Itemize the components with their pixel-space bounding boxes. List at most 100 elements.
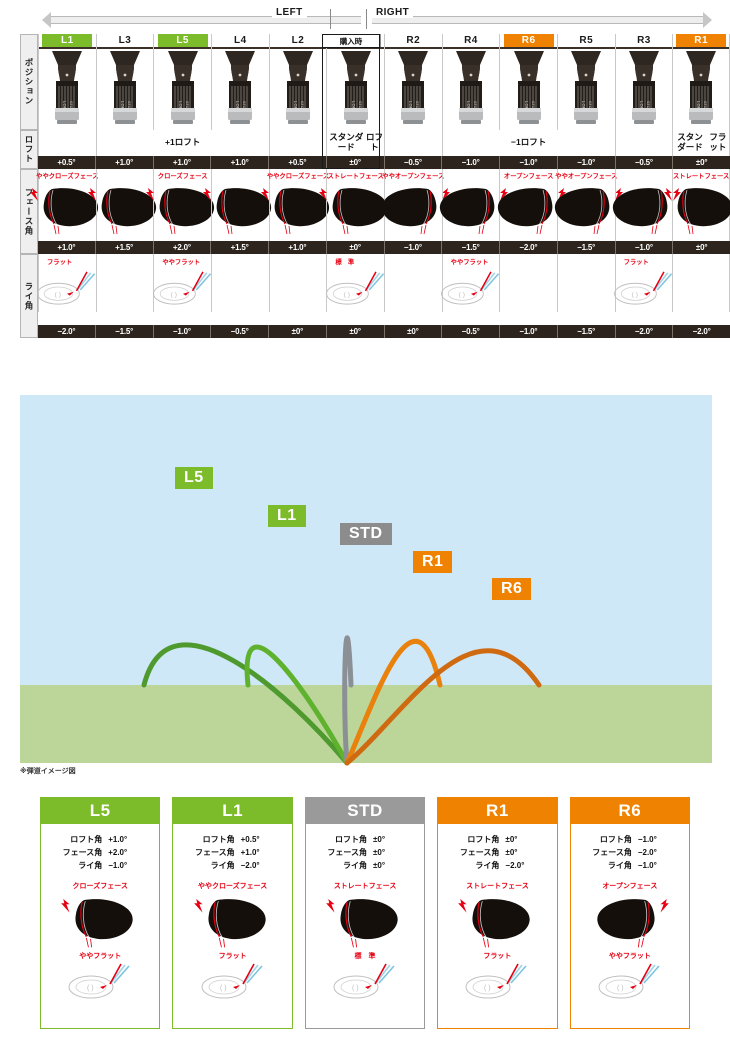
position-column-r6[interactable]: R6 LOFT STD (499, 34, 557, 130)
spec-value: +1.0° (108, 835, 128, 844)
loft-band-0 (38, 130, 96, 156)
trajectory-caption: ※弾道イメージ図 (20, 768, 76, 775)
svg-text:LOFT: LOFT (639, 101, 644, 113)
lie-cell-r6 (499, 254, 557, 312)
spec-row: ライ角 −1.0° (571, 859, 689, 872)
right-arrow-icon (703, 12, 712, 28)
lie-cell-l5: ややフラット ( ) (152, 254, 211, 312)
svg-text:STD: STD (473, 101, 477, 109)
club-hosel-icon: LOFT STD (455, 51, 486, 124)
svg-text:STD: STD (185, 101, 189, 109)
lie-angle-row: フラット ( ) ややフラット ( ) 標 準 ( ) ややフラット (37, 254, 730, 312)
face-cell-r6: オープンフェース (497, 169, 566, 241)
face-value-l1: +1.0° (38, 241, 96, 254)
card-face-graphic (306, 891, 424, 949)
face-value-r2: −1.0° (385, 241, 443, 254)
svg-text:STD: STD (300, 101, 304, 109)
summary-card-std[interactable]: STD ロフト角 ±0° フェース角 ±0° ライ角 ±0° ストレートフェース 標 準 ( … (304, 797, 426, 1029)
lie-value-r3: −2.0° (616, 325, 674, 338)
face-value-l2: +1.0° (269, 241, 327, 254)
svg-text:STD: STD (69, 101, 73, 109)
svg-text:STD: STD (358, 101, 362, 109)
lie-value-l1: −2.0° (38, 325, 96, 338)
trajectory-label-l1: L1 (268, 505, 306, 527)
position-column-r5[interactable]: R5 LOFT STD (557, 34, 615, 130)
driver-head-icon (30, 188, 99, 235)
position-column-r3[interactable]: R3 LOFT STD (614, 34, 673, 130)
position-column-l2[interactable]: L2 LOFT STD (268, 34, 327, 130)
face-cell-r4 (439, 169, 508, 241)
row-label-loft: ロフト (20, 130, 38, 169)
driver-head-icon (612, 188, 681, 235)
face-label-std: ストレートフェース (327, 173, 384, 180)
driver-head-icon (382, 188, 451, 235)
spec-row: フェース角 −2.0° (571, 846, 689, 859)
summary-card-l5[interactable]: L5 ロフト角 +1.0° フェース角 +2.0° ライ角 −1.0° クローズフェース やや… (40, 797, 161, 1029)
club-hosel-icon: LOFT STD (167, 51, 198, 124)
face-graphic (201, 181, 279, 235)
lie-cell-r4: ややフラット ( ) (441, 254, 500, 312)
position-badge-r3: R3 (637, 35, 651, 46)
position-column-r1[interactable]: R1 LOFT STD (672, 34, 730, 130)
arc-l5 (141, 642, 350, 766)
position-column-l4[interactable]: L4 LOFT STD (211, 34, 269, 130)
loft-value-r5: −1.0° (558, 156, 616, 169)
lie-cell-r2 (384, 254, 442, 312)
header-divider-right (366, 9, 367, 29)
svg-text:LOFT: LOFT (408, 101, 413, 113)
face-graphic (144, 181, 222, 235)
loft-band-4 (384, 130, 442, 156)
loft-value-r4: −1.0° (442, 156, 500, 169)
position-badge-r2: R2 (406, 35, 421, 46)
lie-cell-r1 (672, 254, 730, 312)
club-graphic: LOFT STD (508, 51, 550, 127)
spec-row: ライ角 −2.0° (173, 859, 291, 872)
loft-value-l2: +0.5° (269, 156, 327, 169)
svg-text:STD: STD (127, 101, 131, 109)
face-value-r1: ±0° (695, 243, 708, 252)
summary-card-r1[interactable]: R1 ロフト角 ±0° フェース角 ±0° ライ角 −2.0° ストレートフェース フラット … (437, 797, 558, 1029)
club-sole-lie-icon: ( ) (325, 271, 384, 305)
club-sole-lie-icon: ( ) (441, 271, 500, 305)
position-badge-r5: R5 (579, 35, 594, 46)
position-badge-l5: L5 (157, 34, 208, 47)
trajectory-label-r6: R6 (492, 578, 532, 600)
position-column-l1[interactable]: L1 LOFT STD (38, 34, 96, 130)
position-column-l3[interactable]: L3 LOFT STD (95, 34, 154, 130)
card-lie-graphic: ( ) (306, 961, 424, 1011)
position-row: L1 LOFT STD L3 (38, 34, 730, 130)
loft-value-l4: +1.0° (211, 156, 269, 169)
badge-underline (212, 47, 269, 49)
spec-value: ±0° (373, 835, 386, 844)
loft-values-strip: +0.5° +1.0° +1.0° +1.0° +0.5° ±0° −0.5° −1.0° −1… (38, 156, 730, 169)
summary-card-l1[interactable]: L1 ロフト角 +0.5° フェース角 +1.0° ライ角 −2.0° ややクローズフェース … (172, 797, 293, 1029)
lie-value-l4: −0.5° (211, 325, 269, 338)
face-value-r5: −1.5° (558, 241, 616, 254)
lie-graphic: ( ) (609, 269, 679, 307)
loft-band-2 (268, 130, 327, 156)
club-hosel-icon: LOFT STD (686, 51, 717, 124)
lie-value-std: ±0° (327, 325, 385, 338)
lie-value-l5: −1.0° (154, 325, 212, 338)
card-title-std: STD (305, 798, 425, 824)
club-sole-lie-icon: ( ) (152, 271, 211, 305)
card-lie-label: ややフラット (608, 952, 651, 960)
card-face-label: ストレートフェース (333, 882, 397, 890)
position-column-r2[interactable]: R2 LOFT STD (384, 34, 442, 130)
club-sole-lie-icon: ( ) (598, 963, 660, 999)
summary-card-r6[interactable]: R6 ロフト角 −1.0° フェース角 −2.0° ライ角 −1.0° オープンフェース やや… (569, 797, 691, 1029)
card-face-label: ストレートフェース (466, 882, 529, 890)
face-value-std: ±0° (327, 241, 385, 254)
lie-cell-r5 (557, 254, 615, 312)
trajectory-label-r1: R1 (413, 551, 453, 573)
club-hosel-icon: LOFT STD (398, 51, 429, 124)
position-column-r4[interactable]: R4 LOFT STD (441, 34, 500, 130)
card-face-label: クローズフェース (72, 882, 128, 890)
driver-head-icon (497, 188, 566, 235)
position-column-l5[interactable]: L5 LOFT STD (153, 34, 211, 130)
face-label-l2: ややクローズフェース (266, 173, 330, 180)
card-face-graphic (571, 891, 689, 949)
card-title-r6: R6 (570, 798, 690, 824)
lie-cell-l3 (95, 254, 154, 312)
spec-row: ライ角 ±0° (306, 859, 424, 872)
